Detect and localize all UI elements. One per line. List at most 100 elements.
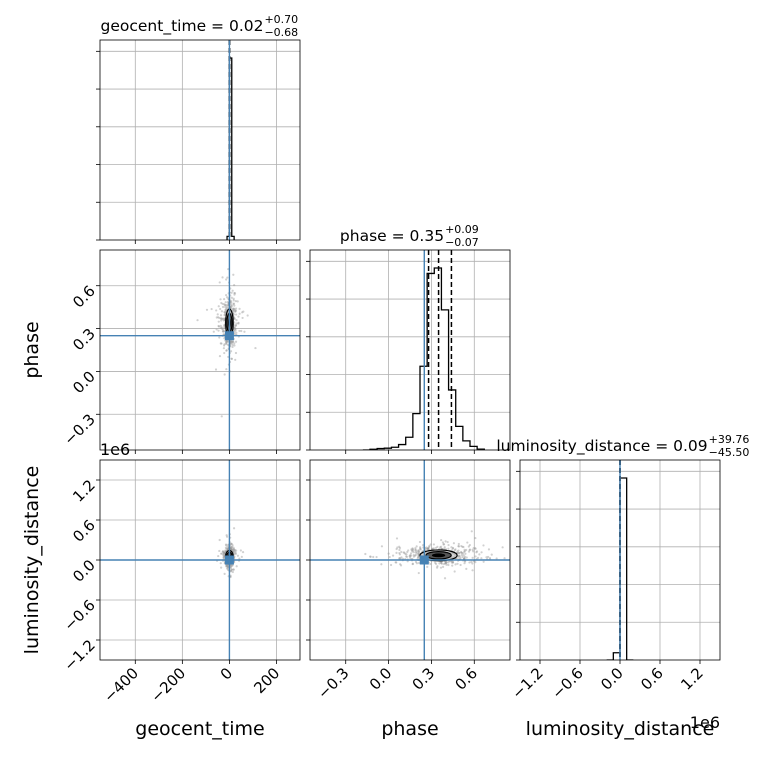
- sample-point: [233, 317, 236, 321]
- sample-point: [220, 552, 224, 555]
- sample-point: [444, 540, 447, 543]
- sample-point: [480, 551, 483, 554]
- sample-point: [223, 298, 226, 301]
- sample-point: [225, 307, 228, 310]
- sample-point: [425, 547, 428, 550]
- x-tick-label: −0.6: [548, 664, 586, 702]
- sample-point: [230, 542, 233, 545]
- sample-point: [219, 307, 222, 311]
- sample-point: [444, 560, 447, 563]
- sample-point: [242, 310, 245, 313]
- panel-title-phase: phase = 0.35 +0.09−0.07: [340, 223, 479, 249]
- sample-point: [417, 552, 420, 555]
- sample-point: [223, 324, 226, 327]
- sample-point: [226, 564, 229, 568]
- sample-point: [229, 567, 232, 570]
- sample-point: [222, 553, 225, 557]
- sample-point: [225, 342, 228, 346]
- sample-point: [231, 307, 234, 310]
- sample-point: [230, 304, 234, 308]
- title-main: geocent_time = 0.02: [101, 17, 264, 36]
- sample-point: [232, 546, 235, 549]
- sample-point: [482, 560, 485, 563]
- sample-point: [415, 545, 418, 548]
- sample-point: [474, 555, 477, 558]
- sample-point: [223, 373, 226, 376]
- contour-inner: [431, 553, 446, 558]
- sample-point: [233, 328, 236, 331]
- sample-point: [232, 307, 235, 310]
- sample-point: [234, 324, 238, 327]
- sample-point: [395, 537, 399, 540]
- sample-point: [234, 358, 237, 361]
- sample-point: [225, 368, 228, 371]
- sample-point: [230, 340, 233, 343]
- sample-point: [468, 548, 472, 551]
- sample-point: [217, 305, 220, 308]
- sample-point: [225, 340, 228, 343]
- sample-point: [226, 547, 229, 551]
- sample-point: [409, 553, 412, 557]
- sample-point: [233, 291, 236, 295]
- sample-point: [462, 557, 466, 560]
- sample-point: [407, 549, 410, 552]
- sample-point: [222, 555, 226, 559]
- sample-point: [471, 569, 474, 572]
- sample-point: [475, 551, 478, 554]
- sample-point: [234, 313, 238, 316]
- sample-point: [230, 296, 233, 299]
- sample-point: [465, 548, 468, 552]
- title-lower-error: −0.07: [445, 236, 479, 249]
- sample-point: [219, 317, 223, 320]
- sample-point: [412, 549, 415, 552]
- sample-point: [403, 551, 406, 554]
- sample-point: [463, 550, 466, 553]
- sample-point: [415, 562, 419, 565]
- sample-point: [501, 546, 504, 549]
- sample-point: [230, 301, 233, 304]
- panel-geocent_time-geocent_time: [96, 39, 301, 241]
- sample-point: [440, 561, 443, 564]
- sample-point: [234, 309, 237, 312]
- sample-point: [456, 550, 459, 553]
- scatter-points: [196, 267, 257, 418]
- sample-point: [230, 547, 233, 550]
- sample-point: [395, 551, 398, 554]
- sample-point: [232, 548, 235, 551]
- axes-frame: [309, 249, 511, 451]
- sample-point: [234, 307, 238, 310]
- sample-point: [406, 550, 409, 554]
- sample-point: [375, 555, 378, 559]
- sample-point: [440, 547, 443, 550]
- sample-point: [223, 343, 226, 346]
- sample-point: [235, 331, 238, 334]
- sample-point: [217, 329, 220, 332]
- sample-point: [222, 329, 225, 333]
- sample-point: [233, 308, 236, 311]
- sample-point: [236, 300, 239, 303]
- sample-point: [434, 561, 437, 564]
- sample-point: [445, 563, 448, 566]
- sample-point: [405, 555, 408, 558]
- sample-point: [231, 570, 234, 574]
- sample-point: [400, 550, 403, 554]
- sample-point: [233, 307, 236, 310]
- sample-point: [226, 565, 229, 569]
- sample-point: [409, 552, 413, 555]
- sample-point: [400, 556, 403, 559]
- sample-point: [480, 557, 483, 560]
- sample-point: [417, 549, 420, 552]
- sample-point: [472, 547, 475, 550]
- sample-point: [222, 333, 225, 336]
- sample-point: [444, 562, 448, 565]
- sample-point: [210, 307, 213, 311]
- sample-point: [233, 342, 236, 345]
- sample-point: [457, 549, 460, 552]
- sample-point: [462, 545, 465, 549]
- sample-point: [234, 329, 237, 332]
- sample-point: [399, 564, 403, 567]
- sample-point: [230, 340, 233, 343]
- sample-point: [225, 341, 228, 344]
- sample-point: [230, 341, 234, 345]
- sample-point: [438, 562, 441, 565]
